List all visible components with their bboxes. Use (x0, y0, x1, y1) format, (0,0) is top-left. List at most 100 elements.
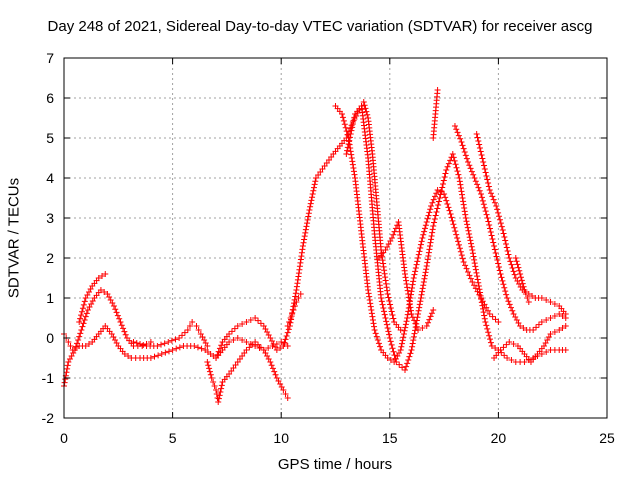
data-point (522, 291, 529, 297)
data-point (77, 315, 84, 322)
data-point (76, 333, 83, 340)
data-point (350, 117, 357, 124)
data-point (520, 325, 527, 331)
data-point (366, 297, 373, 303)
data-point (413, 261, 420, 268)
data-point (435, 202, 442, 208)
data-point (419, 235, 426, 241)
data-point (67, 343, 74, 349)
data-point (474, 276, 481, 283)
data-point (349, 124, 356, 131)
data-point (165, 348, 172, 355)
data-point (489, 236, 496, 242)
data-point (479, 305, 486, 312)
data-point (487, 336, 494, 343)
data-point (416, 301, 423, 308)
data-point (206, 368, 213, 375)
data-point (408, 311, 415, 317)
data-point (289, 311, 296, 317)
data-point (503, 244, 510, 251)
data-point (458, 188, 465, 195)
data-point (298, 253, 305, 260)
data-point (218, 342, 225, 349)
data-point (464, 269, 471, 275)
data-point (297, 291, 304, 297)
data-point (426, 316, 433, 323)
x-tick-label: 0 (60, 430, 68, 446)
data-point (386, 298, 393, 304)
data-point (165, 339, 172, 345)
data-point (428, 236, 435, 243)
data-point (339, 114, 346, 121)
data-point (471, 282, 478, 289)
data-point (381, 267, 388, 274)
data-point (305, 213, 312, 220)
data-point (497, 347, 504, 353)
data-point (415, 255, 422, 261)
data-point (397, 347, 404, 353)
data-point (151, 353, 158, 360)
data-point (383, 321, 390, 328)
data-point (477, 289, 484, 296)
data-point (451, 123, 458, 129)
x-axis-label: GPS time / hours (277, 456, 393, 473)
data-point (474, 134, 481, 141)
data-point (407, 304, 414, 311)
data-point (455, 132, 462, 139)
data-point (495, 319, 502, 325)
data-point (415, 307, 422, 314)
data-point (429, 229, 436, 236)
data-point (310, 187, 317, 194)
data-point (228, 328, 235, 335)
data-point (299, 246, 306, 253)
data-point (487, 339, 494, 346)
data-point (297, 259, 304, 266)
data-point (410, 333, 417, 340)
data-point (461, 208, 468, 215)
data-point (491, 199, 498, 206)
data-point (293, 287, 300, 293)
data-point (257, 320, 264, 327)
data-point (296, 263, 303, 270)
data-point (431, 193, 438, 200)
data-point (559, 325, 566, 331)
data-point (506, 301, 513, 308)
data-point (285, 326, 292, 333)
data-point (390, 315, 397, 322)
data-point (445, 204, 452, 211)
data-point (255, 341, 262, 348)
data-point (462, 152, 469, 159)
data-point (418, 238, 425, 245)
data-point (216, 345, 223, 352)
data-point (412, 320, 419, 327)
data-point (308, 197, 315, 204)
data-point (479, 155, 486, 162)
data-point (409, 285, 416, 291)
data-point (350, 168, 357, 175)
data-point (562, 323, 569, 329)
data-point (475, 279, 482, 286)
data-point (490, 239, 497, 246)
data-point (147, 355, 154, 361)
data-point (369, 317, 376, 323)
data-point (295, 270, 302, 277)
data-point (179, 332, 186, 339)
data-point (479, 302, 486, 309)
data-point (121, 328, 128, 335)
y-tick-label: 2 (46, 250, 54, 266)
data-point (500, 230, 507, 237)
data-point (411, 271, 418, 278)
data-point (501, 352, 508, 359)
plot-frame (63, 57, 608, 419)
data-point (348, 155, 355, 161)
data-point (559, 313, 566, 319)
y-tick-label: -2 (42, 410, 55, 426)
series-track-c (76, 271, 109, 325)
data-point (205, 362, 212, 369)
data-point (434, 87, 441, 93)
data-point (213, 387, 220, 393)
data-point (343, 151, 350, 157)
data-point (386, 335, 393, 341)
data-point (405, 357, 412, 363)
series-track-h (332, 103, 502, 365)
